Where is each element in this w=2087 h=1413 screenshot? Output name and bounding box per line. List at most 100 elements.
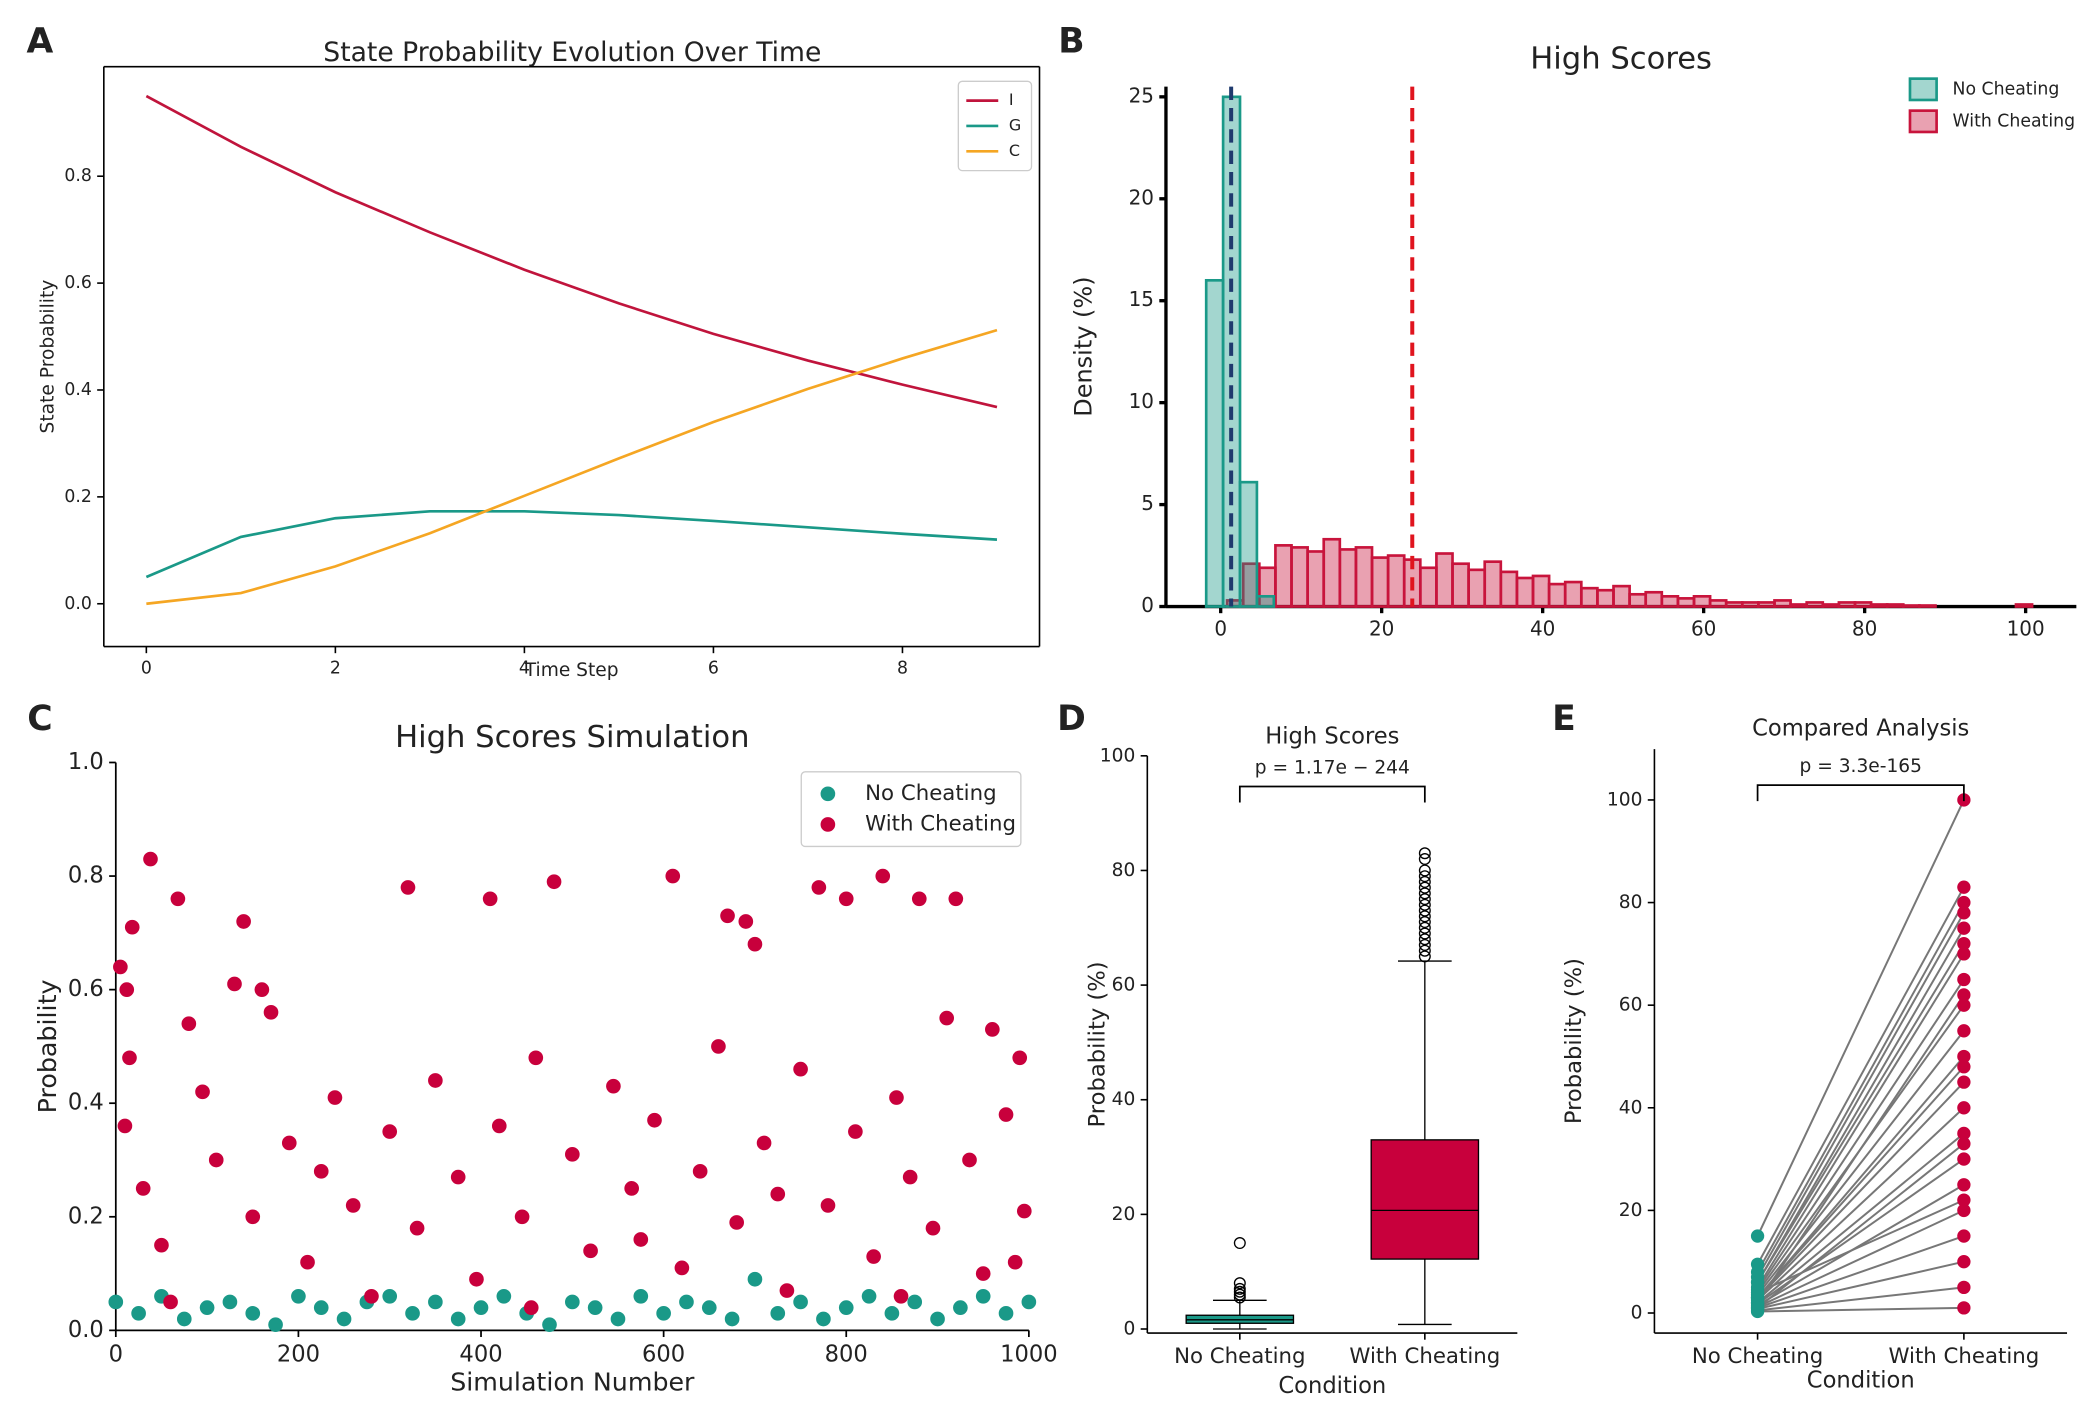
scatter-point xyxy=(925,1220,941,1236)
pair-line xyxy=(1756,1142,1965,1309)
legend-label: C xyxy=(1009,141,1020,160)
histogram-bar xyxy=(1885,603,1905,608)
histogram-bar xyxy=(1338,548,1358,608)
x-tick-label: 40 xyxy=(1530,616,1555,640)
pair-point xyxy=(1957,1301,1971,1315)
panel-label: E xyxy=(1552,699,1576,739)
pair-line xyxy=(1757,1306,1964,1313)
pair-point xyxy=(1957,972,1971,987)
scatter-point xyxy=(245,1209,261,1225)
y-tick-label: 0.0 xyxy=(64,594,91,614)
legend-box xyxy=(800,771,1022,848)
scatter-point xyxy=(770,1305,786,1321)
y-tick-label: 0.2 xyxy=(68,1203,104,1229)
scatter-point xyxy=(587,1300,603,1315)
y-axis-label: Probability xyxy=(33,979,62,1113)
outlier xyxy=(1233,1237,1246,1250)
scatter-point xyxy=(565,1146,580,1162)
scatter-point xyxy=(838,891,854,907)
scatter-point xyxy=(176,1311,192,1327)
histogram-bar xyxy=(1467,568,1487,608)
pair-point xyxy=(1957,921,1971,935)
outlier xyxy=(1418,870,1431,883)
panel-label: A xyxy=(27,22,54,62)
scatter-point xyxy=(711,1039,726,1054)
scatter-point xyxy=(523,1300,539,1315)
scatter-point xyxy=(793,1294,808,1310)
scatter-point xyxy=(345,1198,361,1213)
x-tick-label: 800 xyxy=(825,1342,868,1368)
legend-label: With Cheating xyxy=(865,811,1016,836)
outlier xyxy=(1418,904,1431,917)
scatter-point xyxy=(491,1118,507,1134)
legend-marker xyxy=(1908,109,1938,134)
legend-marker xyxy=(1908,77,1938,102)
pair-line xyxy=(1757,1235,1965,1309)
y-tick-label: 100 xyxy=(1607,789,1643,810)
x-tick-label: 100 xyxy=(2007,616,2045,640)
x-axis-label: Condition xyxy=(1278,1373,1386,1399)
scatter-point xyxy=(838,1300,854,1315)
scatter-point xyxy=(692,1164,708,1179)
scatter-point xyxy=(985,1022,1000,1037)
outlier xyxy=(1418,893,1431,906)
histogram-bar xyxy=(1451,562,1470,608)
histogram-bar xyxy=(1370,556,1390,608)
scatter-point xyxy=(606,1078,621,1094)
pair-line xyxy=(1756,994,1965,1304)
outlier xyxy=(1418,847,1431,860)
significance-bracket xyxy=(1238,785,1426,803)
scatter-point xyxy=(1012,1050,1028,1066)
x-axis-label: Time Step xyxy=(524,660,619,681)
outlier xyxy=(1418,933,1431,946)
outlier xyxy=(1418,864,1431,877)
histogram-bar xyxy=(1853,601,1873,608)
scatter-point xyxy=(793,1061,808,1077)
y-tick-label: 0.4 xyxy=(68,1090,104,1116)
legend-label: No Cheating xyxy=(865,781,996,806)
pair-point xyxy=(1750,1229,1765,1243)
scatter-point xyxy=(633,1232,649,1247)
histogram-bar xyxy=(1483,560,1503,608)
outlier xyxy=(1418,881,1431,894)
panel-label: C xyxy=(27,699,52,739)
scatter-point xyxy=(300,1254,315,1270)
scatter-point xyxy=(811,880,827,895)
y-tick-label: 40 xyxy=(1112,1089,1136,1110)
pair-point xyxy=(1957,1137,1971,1151)
pair-point xyxy=(1957,988,1971,1002)
pair-point xyxy=(1750,1301,1765,1315)
scatter-point xyxy=(907,1294,923,1310)
histogram-bar xyxy=(1773,599,1792,608)
x-tick-label: 60 xyxy=(1691,616,1716,640)
scatter-point xyxy=(227,976,242,992)
histogram-bar xyxy=(1628,592,1648,608)
pair-point xyxy=(1957,1075,1971,1089)
y-tick-label: 0.6 xyxy=(64,273,91,293)
legend-label: I xyxy=(1009,90,1014,109)
scatter-point xyxy=(236,914,251,929)
histogram-bar xyxy=(1676,597,1696,608)
y-tick-label: 60 xyxy=(1619,995,1643,1016)
scatter-point xyxy=(747,1271,763,1287)
scatter-point xyxy=(624,1181,639,1196)
panel-label: D xyxy=(1057,699,1086,739)
pair-line xyxy=(1756,927,1965,1283)
scatter-point xyxy=(729,1215,744,1230)
chart-title: Compared Analysis xyxy=(1752,716,1969,742)
scatter-point xyxy=(647,1112,662,1128)
x-tick-label: 0 xyxy=(1214,616,1227,640)
scatter-point xyxy=(163,1294,178,1310)
x-tick-label: 200 xyxy=(277,1342,320,1368)
outlier xyxy=(1418,852,1431,865)
x-tick-label: 20 xyxy=(1369,616,1394,640)
pair-line xyxy=(1756,1066,1965,1299)
y-tick-label: 80 xyxy=(1112,860,1136,881)
histogram-bar xyxy=(1515,576,1535,608)
pair-line xyxy=(1757,1183,1965,1307)
histogram-bar xyxy=(1579,586,1599,608)
x-tick-label: 80 xyxy=(1852,616,1877,640)
x-axis-label: Condition xyxy=(1807,1367,1915,1393)
scatter-point xyxy=(889,1090,904,1105)
outlier xyxy=(1418,910,1431,923)
